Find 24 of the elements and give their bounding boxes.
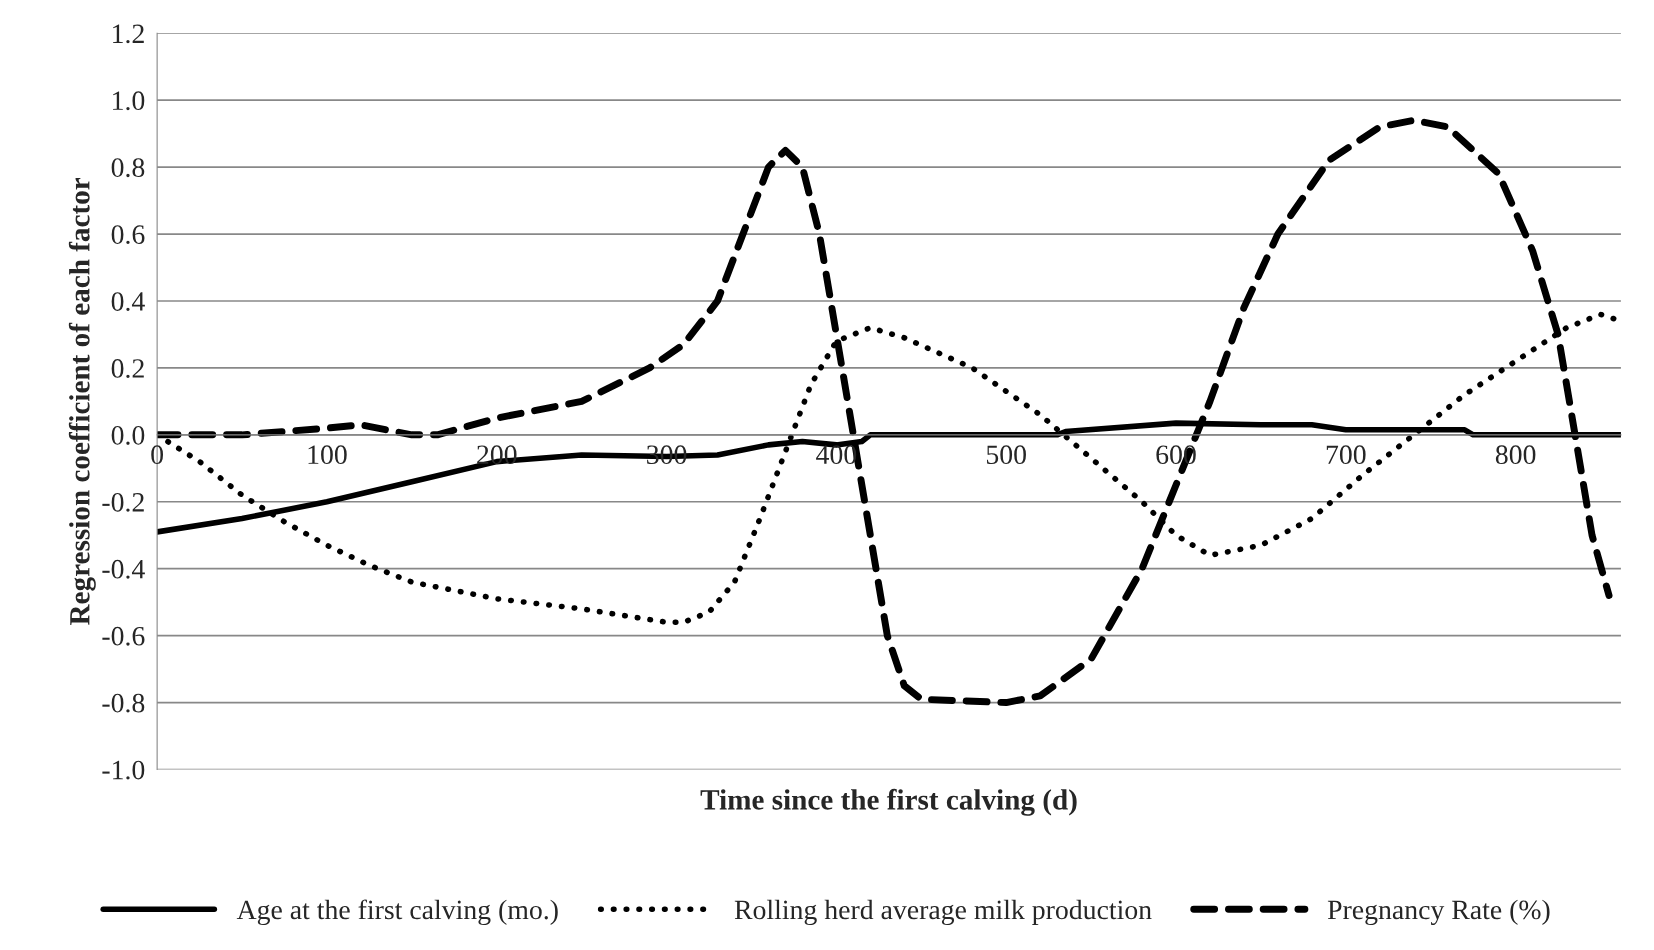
- legend-label: Pregnancy Rate (%): [1327, 899, 1550, 925]
- y-tick-label: -0.8: [102, 693, 145, 713]
- y-tick-label: 0.6: [111, 225, 145, 245]
- y-tick-label: -1.0: [102, 760, 145, 780]
- y-tick-label: 0.8: [111, 158, 145, 178]
- x-tick-label: 100: [308, 445, 347, 465]
- y-axis-title: Regression coefficient of each factor: [68, 177, 96, 625]
- y-tick-label: 0.4: [111, 292, 145, 312]
- legend-label: Age at the first calving (mo.): [236, 899, 558, 925]
- y-tick-label: -0.2: [102, 492, 144, 512]
- x-tick-label: 800: [1495, 445, 1536, 465]
- y-tick-label: 1.2: [113, 24, 144, 44]
- x-tick-label: 300: [647, 445, 687, 465]
- y-tick-label: 0.2: [111, 359, 144, 378]
- y-tick-label: -0.6: [102, 626, 145, 646]
- legend-label: Rolling herd average milk production: [734, 899, 1152, 925]
- x-tick-label: 700: [1326, 445, 1366, 465]
- x-tick-label: 200: [477, 445, 517, 465]
- x-tick-label: 500: [986, 445, 1026, 465]
- y-tick-label: -0.4: [102, 559, 145, 579]
- x-tick-label: 0: [151, 445, 164, 465]
- y-tick-label: 1.0: [113, 91, 145, 111]
- y-tick-label: 0.0: [111, 426, 145, 445]
- x-axis-title: Time since the first calving (d): [700, 788, 1077, 816]
